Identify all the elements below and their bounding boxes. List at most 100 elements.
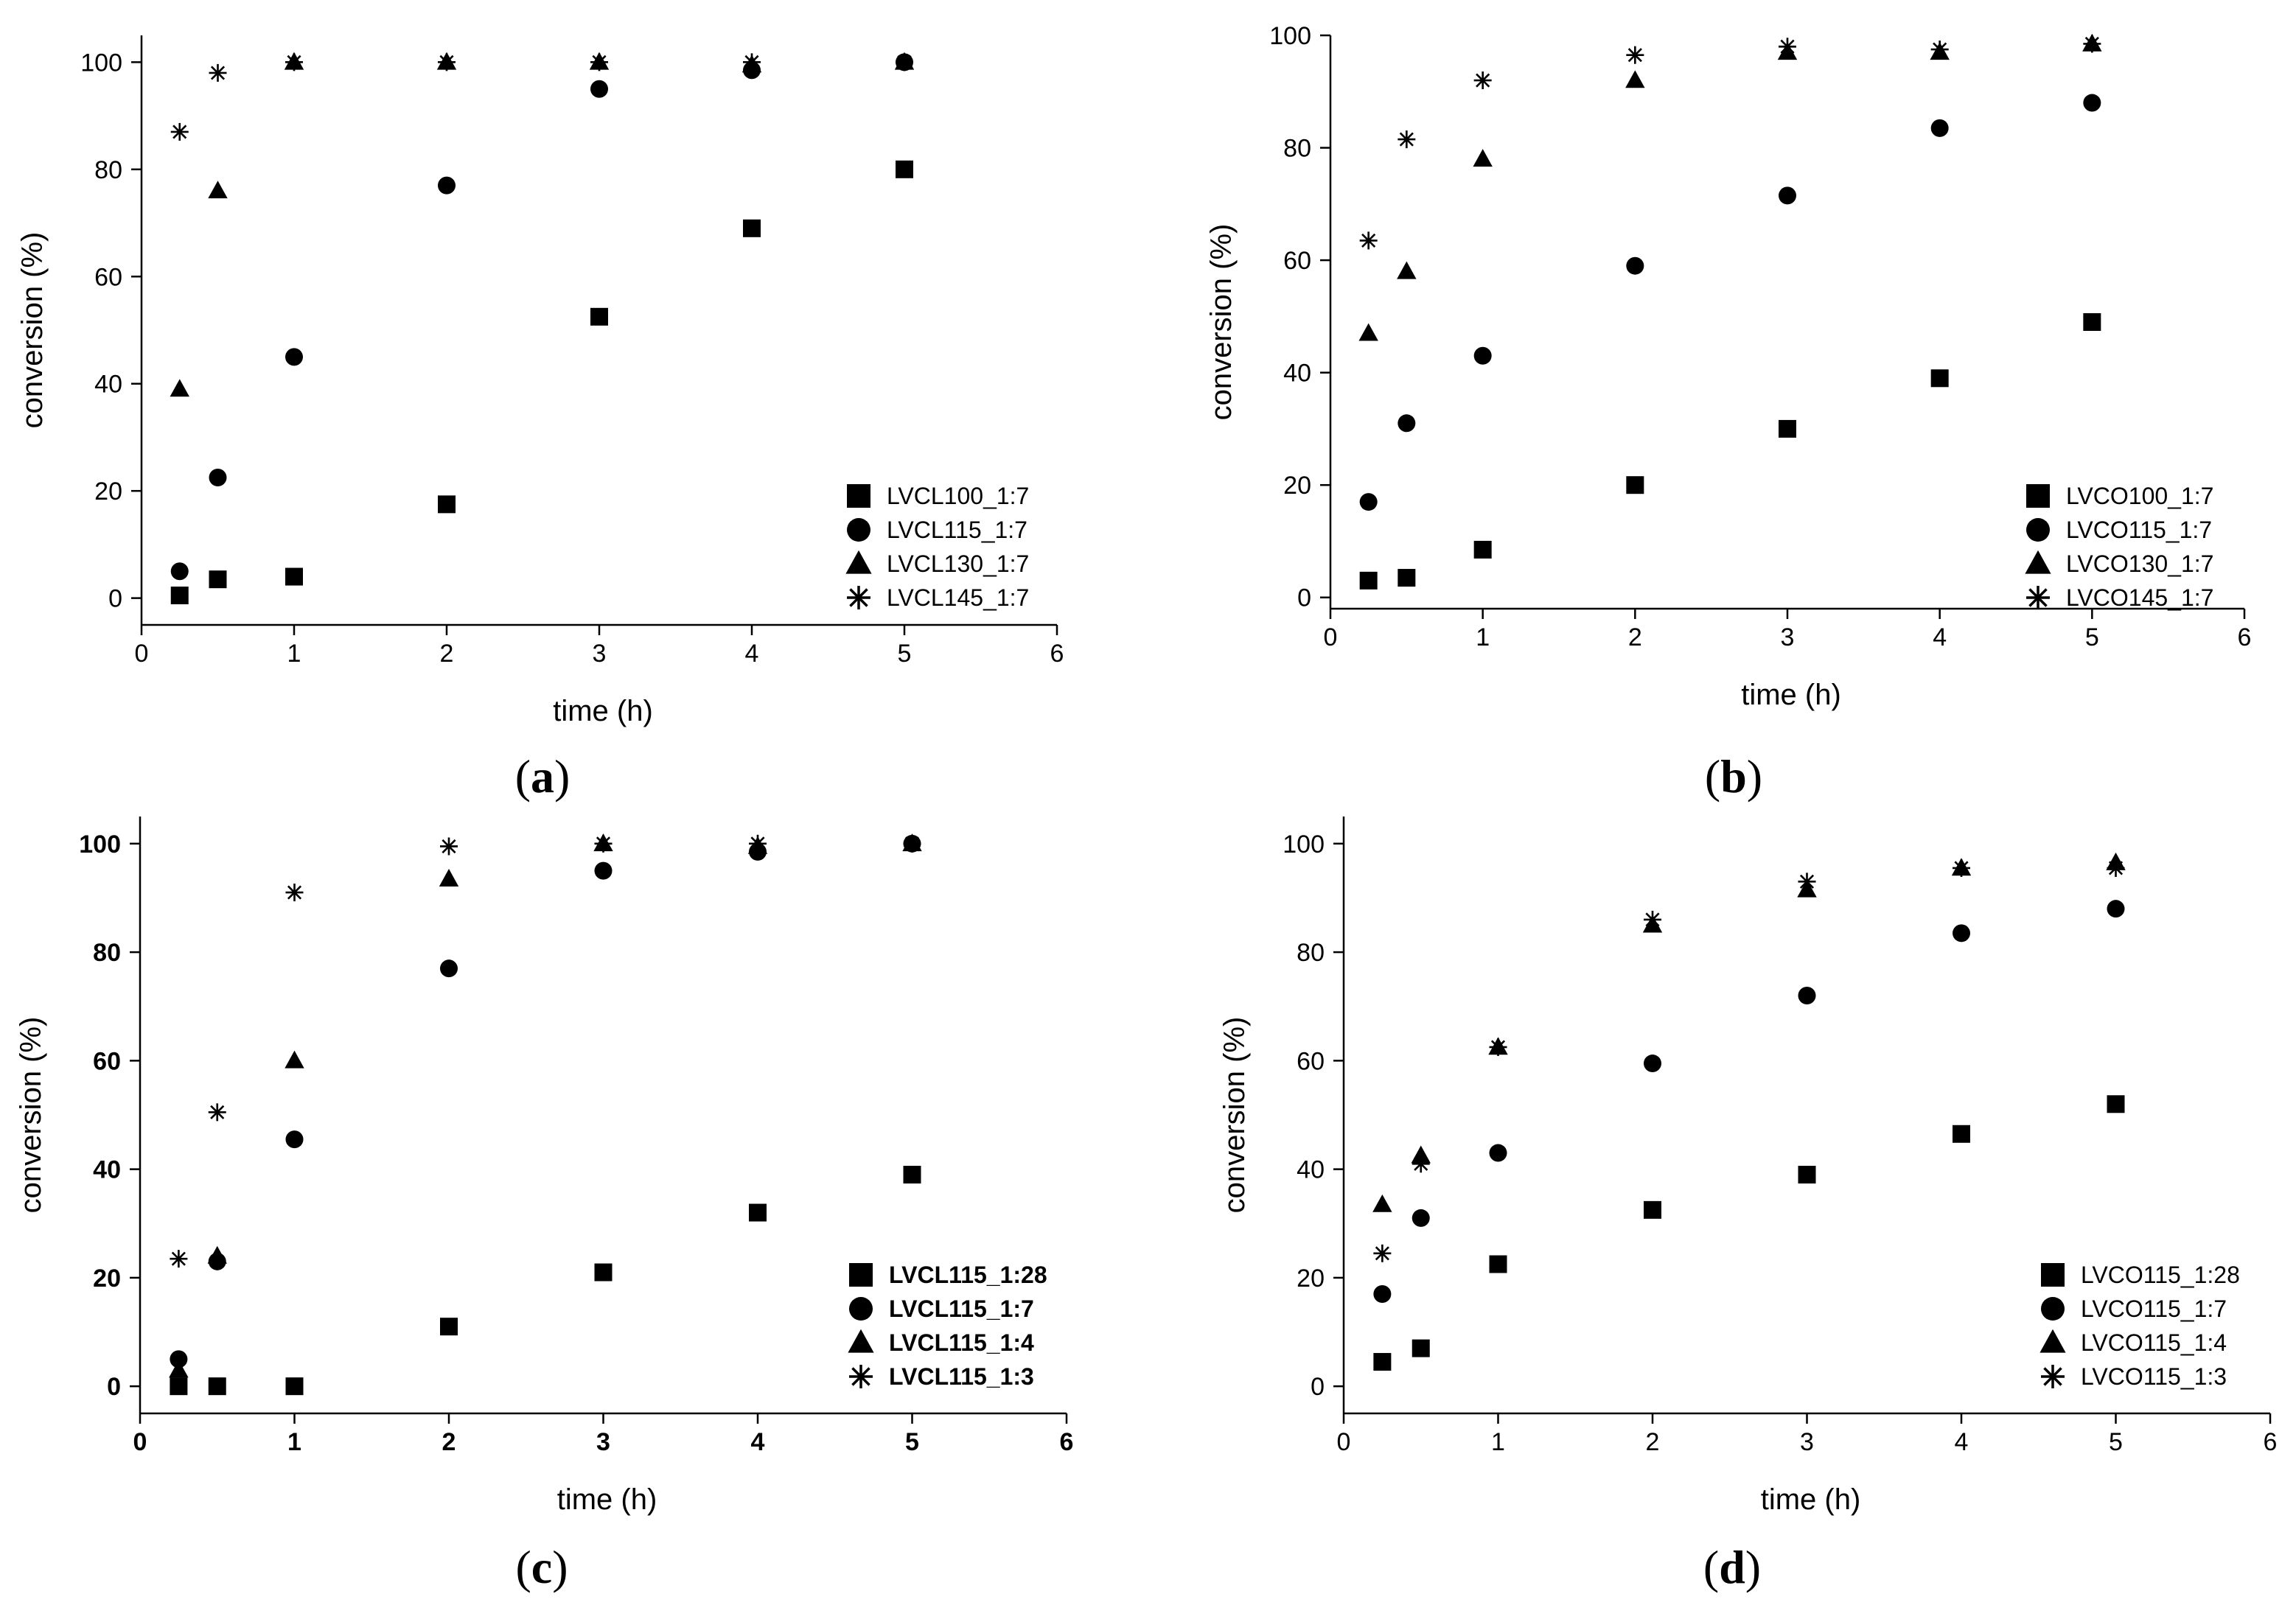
data-point-asterisk [743, 53, 761, 71]
series-asterisk [170, 834, 921, 1268]
data-point-square [170, 587, 189, 604]
data-point-asterisk [1359, 231, 1378, 250]
x-tick-label: 6 [1050, 640, 1064, 668]
data-point-circle [1398, 414, 1416, 433]
data-point-circle [2083, 94, 2101, 112]
data-point-circle [1930, 119, 1949, 137]
series-circle [170, 53, 913, 581]
y-tick-label: 80 [94, 156, 122, 184]
data-point-asterisk [1930, 41, 1949, 59]
data-point-square [208, 1377, 226, 1396]
data-point-circle [170, 1350, 188, 1368]
data-point-square [285, 1377, 304, 1396]
data-point-triangle [208, 181, 228, 199]
data-point-asterisk [209, 63, 227, 82]
x-tick-label: 1 [1476, 623, 1490, 651]
x-tick-label: 2 [442, 1428, 456, 1456]
legend: LVCO100_1:7 LVCO115_1:7 LVCO130_1:7 LVCO145… [2025, 483, 2213, 611]
y-axis-title: conversion (%) [16, 232, 49, 429]
series-circle [1359, 94, 2101, 511]
panel-label: (c) [515, 1541, 568, 1593]
data-point-triangle [170, 379, 189, 397]
series-square [1359, 313, 2101, 590]
y-tick-label: 0 [1311, 1373, 1325, 1401]
x-tick-label: 5 [2109, 1428, 2123, 1456]
y-tick-label: 60 [93, 1047, 121, 1075]
legend-marker-square [2041, 1263, 2065, 1287]
data-point-square [209, 570, 227, 589]
data-point-triangle [1358, 323, 1378, 341]
legend-label: LVCL145_1:7 [887, 584, 1029, 611]
series-asterisk [1373, 859, 2125, 1262]
data-point-circle [438, 176, 456, 195]
x-tick-label: 4 [745, 640, 759, 668]
y-tick-label: 40 [1283, 360, 1311, 388]
x-tick-label: 2 [440, 640, 454, 668]
legend-marker-circle [2026, 518, 2050, 542]
data-point-square [749, 1203, 767, 1222]
data-point-asterisk [438, 53, 456, 71]
y-tick-label: 20 [94, 478, 122, 506]
data-point-triangle [1625, 70, 1645, 88]
legend-marker-circle [847, 518, 870, 542]
data-point-asterisk [1798, 873, 1816, 891]
data-point-square [896, 160, 913, 178]
series-square [170, 160, 913, 604]
legend-label: LVCO115_1:3 [2081, 1363, 2227, 1390]
legend-label: LVCO115_1:7 [2081, 1295, 2227, 1322]
data-point-triangle [439, 869, 459, 887]
legend-marker-circle [2041, 1297, 2065, 1321]
legend-label: LVCL115_1:4 [889, 1329, 1034, 1356]
data-point-asterisk [2083, 35, 2101, 53]
data-point-square [1953, 1125, 1970, 1143]
y-tick-label: 60 [94, 263, 122, 291]
x-tick-label: 3 [596, 1428, 610, 1456]
x-tick-label: 4 [751, 1428, 765, 1456]
legend-label: LVCO115_1:28 [2081, 1262, 2240, 1288]
data-point-asterisk [1373, 1244, 1392, 1262]
x-axis-title: time (h) [553, 695, 653, 727]
data-point-asterisk [590, 53, 608, 71]
y-tick-label: 60 [1283, 247, 1311, 275]
data-point-square [1398, 569, 1416, 587]
y-tick-label: 0 [1297, 584, 1311, 612]
data-point-square [1930, 369, 1949, 388]
legend-marker-triangle [848, 1329, 874, 1353]
y-axis-title: conversion (%) [1218, 1017, 1251, 1214]
legend-marker-asterisk [847, 586, 870, 609]
y-tick-label: 40 [93, 1156, 121, 1184]
data-point-square [590, 307, 608, 326]
x-tick-label: 2 [1646, 1428, 1660, 1456]
series-circle [170, 834, 921, 1368]
data-point-circle [1489, 1144, 1507, 1162]
data-point-triangle [285, 1050, 304, 1069]
y-tick-label: 100 [79, 831, 121, 859]
data-point-asterisk [208, 1103, 226, 1122]
legend-label: LVCO145_1:7 [2066, 584, 2213, 611]
legend-label: LVCL100_1:7 [887, 483, 1029, 509]
data-point-square [1359, 571, 1378, 590]
series-triangle [170, 52, 915, 397]
data-point-asterisk [1953, 859, 1970, 877]
x-tick-label: 5 [905, 1428, 919, 1456]
data-point-square [285, 567, 303, 586]
data-point-asterisk [2107, 859, 2125, 877]
series-triangle [169, 833, 922, 1378]
data-point-asterisk [170, 1250, 188, 1268]
y-tick-label: 100 [1283, 831, 1325, 859]
data-point-circle [1644, 1055, 1661, 1073]
legend-label: LVCL115_1:7 [889, 1295, 1034, 1322]
y-tick-label: 80 [93, 939, 121, 967]
data-point-square [1644, 1200, 1661, 1219]
y-axis-title: conversion (%) [1205, 224, 1238, 421]
x-tick-label: 6 [1060, 1428, 1074, 1456]
y-tick-label: 0 [107, 1373, 121, 1401]
x-axis-title: time (h) [1741, 679, 1841, 711]
data-point-square [2107, 1095, 2125, 1113]
data-point-triangle [169, 1360, 189, 1378]
x-tick-label: 5 [2085, 623, 2099, 651]
